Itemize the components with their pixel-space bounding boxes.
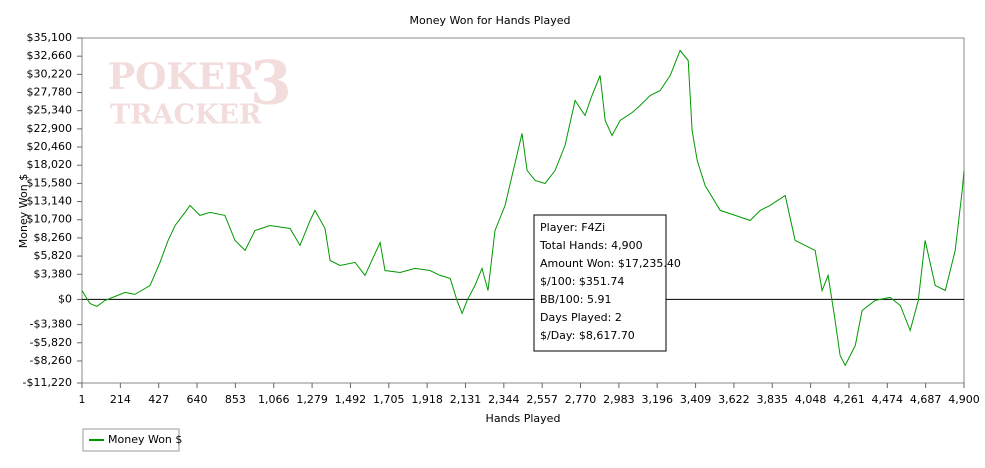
y-tick-label: $5,820 xyxy=(34,249,73,262)
y-tick-label: $27,780 xyxy=(27,86,73,99)
y-tick-label: -$11,220 xyxy=(23,376,72,389)
x-tick-label: 3,622 xyxy=(718,393,750,406)
x-tick-label: 1 xyxy=(79,393,86,406)
x-tick-label: 4,474 xyxy=(872,393,904,406)
x-tick-label: 1,492 xyxy=(335,393,367,406)
y-tick-label: $20,460 xyxy=(27,140,73,153)
x-tick-label: 1,066 xyxy=(258,393,290,406)
tooltip-line: Amount Won: $17,235.40 xyxy=(540,257,681,270)
y-tick-label: $30,220 xyxy=(27,67,73,80)
tooltip-line: Total Hands: 4,900 xyxy=(539,239,643,252)
tooltip-line: Player: F4Zi xyxy=(540,221,605,234)
legend-box xyxy=(82,428,180,452)
chart-title: Money Won for Hands Played xyxy=(410,14,571,27)
tooltip-line: Days Played: 2 xyxy=(540,311,622,324)
x-tick-label: 3,835 xyxy=(757,393,789,406)
watermark: 3 xyxy=(250,49,292,119)
y-tick-label: $8,260 xyxy=(34,231,73,244)
x-tick-label: 853 xyxy=(225,393,246,406)
series-line xyxy=(81,49,965,367)
x-tick-label: 427 xyxy=(148,393,169,406)
x-tick-label: 1,705 xyxy=(373,393,405,406)
tooltip-line: $/100: $351.74 xyxy=(540,275,624,288)
x-tick-label: 4,048 xyxy=(795,393,827,406)
y-tick-label: $10,700 xyxy=(27,213,73,226)
x-tick-label: 4,900 xyxy=(948,393,980,406)
y-tick-label: $18,020 xyxy=(27,158,73,171)
y-tick-label: $25,340 xyxy=(27,104,73,117)
x-tick-label: 3,409 xyxy=(680,393,712,406)
watermark: POKER xyxy=(108,56,256,98)
x-tick-label: 2,557 xyxy=(526,393,558,406)
x-tick-label: 640 xyxy=(187,393,208,406)
y-tick-label: -$5,820 xyxy=(30,336,72,349)
x-tick-label: 1,918 xyxy=(411,393,443,406)
y-tick-label: $22,900 xyxy=(27,122,73,135)
x-tick-label: 1,279 xyxy=(296,393,328,406)
y-tick-label: $0 xyxy=(58,292,72,305)
y-tick-label: $32,660 xyxy=(27,49,73,62)
y-tick-label: $35,100 xyxy=(27,31,73,44)
x-tick-label: 2,983 xyxy=(603,393,635,406)
x-tick-label: 4,261 xyxy=(833,393,865,406)
legend-label: Money Won $ xyxy=(108,433,182,446)
tooltip-box xyxy=(533,214,667,352)
plot-frame xyxy=(81,37,965,384)
x-tick-label: 214 xyxy=(110,393,131,406)
x-tick-label: 2,131 xyxy=(450,393,482,406)
x-tick-label: 3,196 xyxy=(641,393,673,406)
y-tick-label: $15,580 xyxy=(27,176,73,189)
x-axis-label: Hands Played xyxy=(486,412,561,425)
y-tick-label: $3,380 xyxy=(34,267,73,280)
x-tick-label: 2,344 xyxy=(488,393,520,406)
y-axis-label: Money Won $ xyxy=(17,174,30,248)
y-tick-label: $13,140 xyxy=(27,195,73,208)
y-tick-label: -$8,260 xyxy=(30,354,72,367)
y-tick-label: -$3,380 xyxy=(30,318,72,331)
x-tick-label: 2,770 xyxy=(565,393,597,406)
tooltip-line: $/Day: $8,617.70 xyxy=(540,329,635,342)
x-tick-label: 4,687 xyxy=(910,393,942,406)
tooltip: Player: F4Zi Total Hands: 4,900 Amount Won… xyxy=(533,214,681,352)
watermark: TRACKER xyxy=(110,100,262,131)
tooltip-line: BB/100: 5.91 xyxy=(540,293,612,306)
